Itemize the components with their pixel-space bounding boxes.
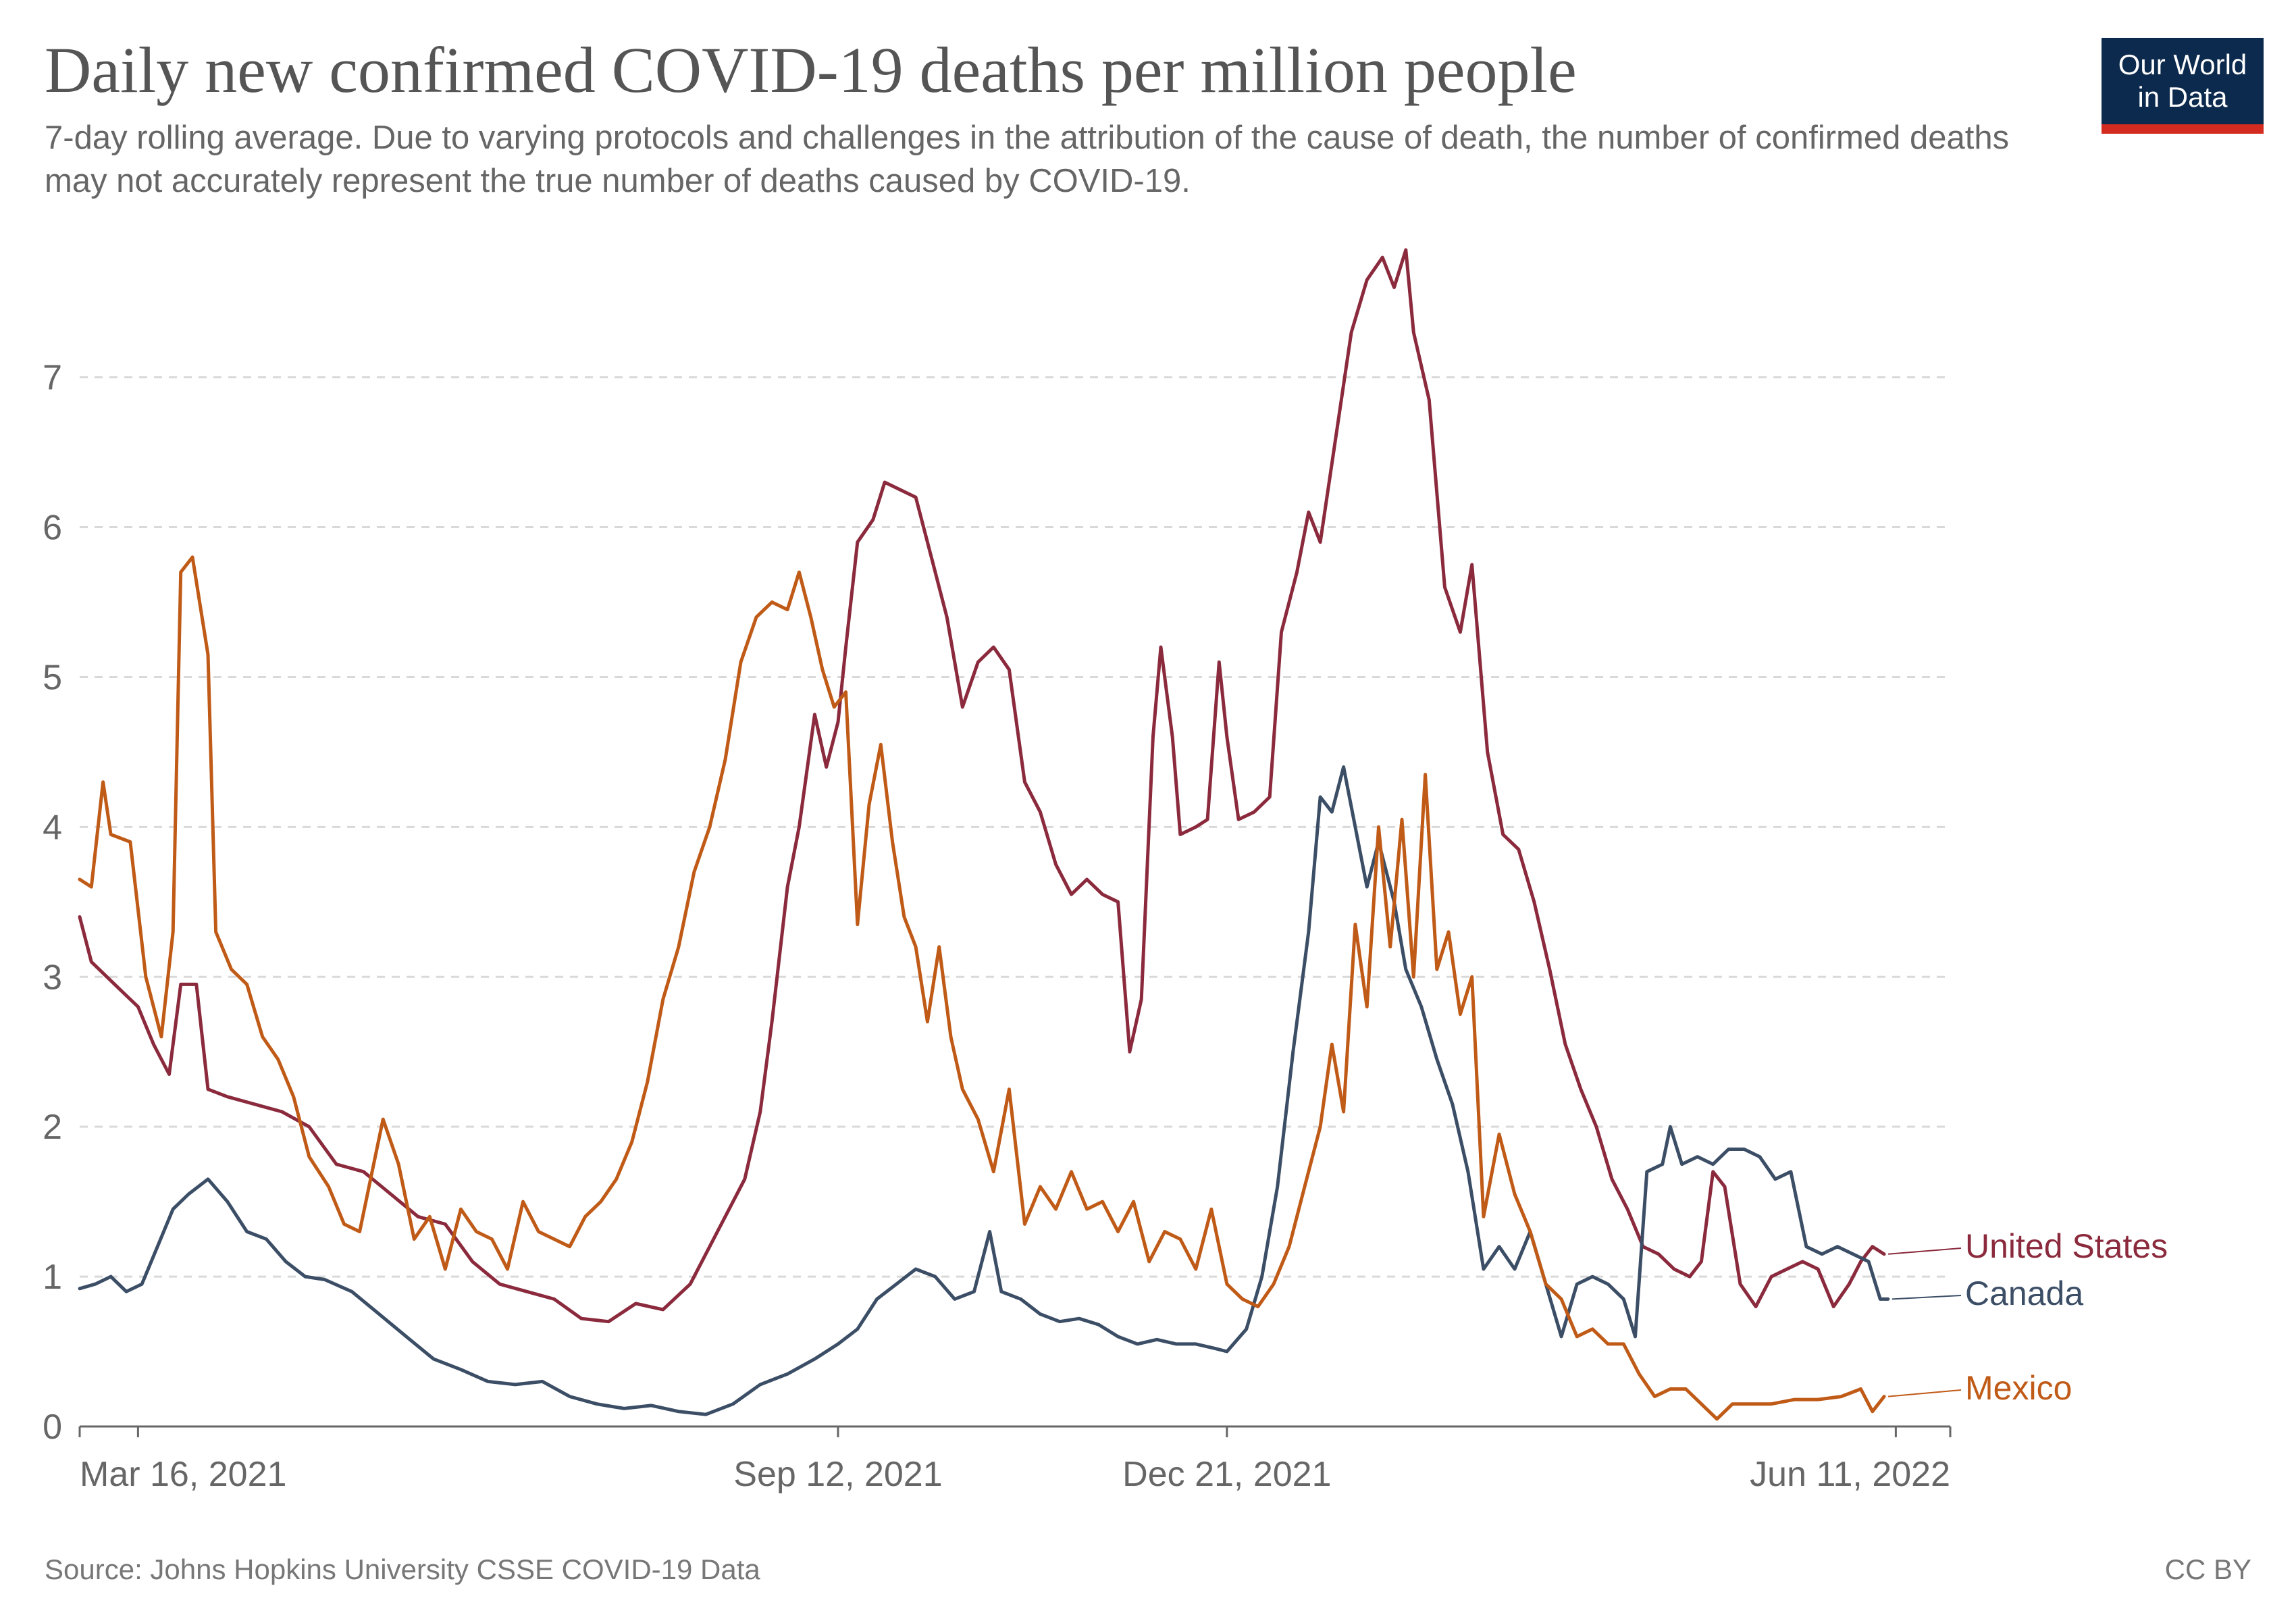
series-label-canada: Canada bbox=[1965, 1275, 2083, 1312]
y-tick-label-5: 5 bbox=[43, 658, 62, 697]
y-tick-label-2: 2 bbox=[43, 1108, 62, 1147]
source-note: Source: Johns Hopkins University CSSE CO… bbox=[45, 1553, 760, 1585]
x-tick-label-0: Mar 16, 2021 bbox=[80, 1455, 286, 1494]
license-link[interactable]: CC BY bbox=[2164, 1553, 2251, 1585]
series-label-connector-mexico bbox=[1888, 1389, 1962, 1397]
y-tick-label-7: 7 bbox=[43, 359, 62, 398]
y-tick-label-1: 1 bbox=[43, 1258, 62, 1297]
y-tick-label-4: 4 bbox=[43, 808, 62, 847]
chart-title: Daily new confirmed COVID-19 deaths per … bbox=[45, 34, 1577, 106]
logo-line-2: in Data bbox=[2137, 81, 2228, 113]
logo-line-1: Our World bbox=[2118, 49, 2247, 80]
chart-subtitle: 7-day rolling average. Due to varying pr… bbox=[45, 120, 2010, 199]
y-tick-label-3: 3 bbox=[43, 958, 62, 997]
series-line-united-states bbox=[78, 248, 1886, 1324]
series-line-canada bbox=[78, 765, 1890, 1416]
x-tick-label-2: Dec 21, 2021 bbox=[1122, 1455, 1331, 1494]
y-axis-ticks: 0 1 2 3 4 5 6 7 bbox=[43, 359, 62, 1447]
x-axis: Mar 16, 2021 Sep 12, 2021 Dec 21, 2021 Jun … bbox=[78, 1425, 1952, 1494]
y-tick-label-6: 6 bbox=[43, 509, 62, 548]
series-lines bbox=[78, 248, 1890, 1421]
series-label-united-states: United States bbox=[1965, 1227, 2168, 1265]
series-label-connector-canada bbox=[1891, 1295, 1962, 1300]
x-tick-label-1: Sep 12, 2021 bbox=[733, 1455, 942, 1494]
series-line-mexico bbox=[78, 555, 1886, 1421]
series-labels: United States Canada Mexico bbox=[1888, 1227, 2168, 1407]
series-label-mexico: Mexico bbox=[1965, 1369, 2072, 1407]
owid-logo[interactable]: Our World in Data bbox=[2102, 38, 2264, 134]
x-tick-label-3: Jun 11, 2022 bbox=[1750, 1455, 1950, 1494]
series-label-connector-united-states bbox=[1888, 1247, 1962, 1255]
y-tick-label-0: 0 bbox=[43, 1408, 62, 1447]
